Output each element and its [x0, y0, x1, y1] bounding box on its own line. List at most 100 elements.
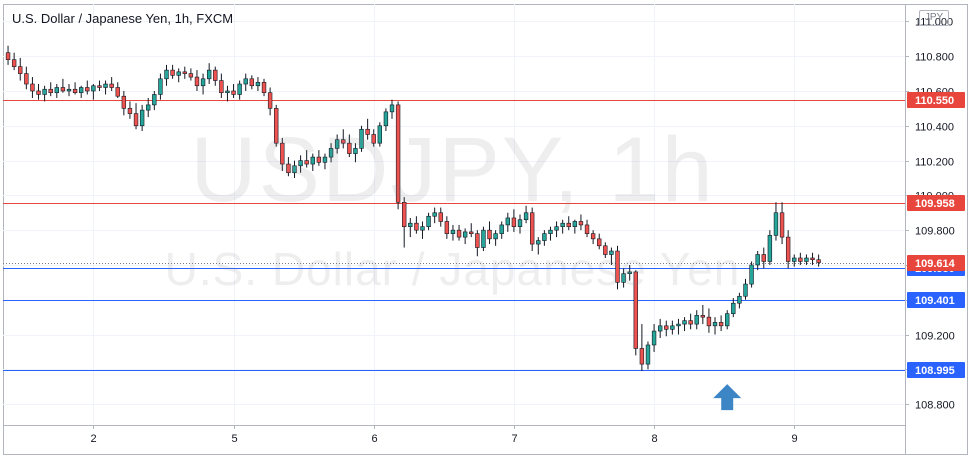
x-tick-label: 9 — [791, 433, 797, 445]
y-tick-label: 110.400 — [915, 122, 954, 134]
candle-body — [188, 73, 194, 78]
candle-body — [60, 87, 66, 92]
candle-body — [347, 142, 352, 154]
candle-body — [322, 156, 328, 163]
candle-body — [292, 165, 297, 174]
candle-body — [267, 92, 273, 109]
x-tick-label: 7 — [511, 433, 517, 445]
candle-body — [30, 83, 35, 92]
candle-body — [11, 59, 17, 67]
candle-body — [621, 273, 626, 283]
candle-body — [554, 226, 559, 231]
candle-body — [548, 229, 553, 234]
candle-body — [182, 71, 187, 74]
candle-body — [66, 88, 72, 92]
candle-body — [91, 85, 96, 92]
candle-body — [109, 83, 114, 88]
candle-body — [72, 88, 78, 94]
candle-body — [194, 76, 200, 87]
candle-body — [462, 231, 468, 238]
candle-body — [18, 66, 23, 74]
candle-body — [481, 229, 486, 248]
candle-body — [785, 236, 791, 262]
candle-body — [688, 320, 693, 325]
candle-body — [164, 69, 169, 80]
candle-body — [97, 85, 102, 88]
candle-body — [694, 315, 699, 325]
candle-body — [36, 90, 41, 95]
candle-body — [584, 224, 590, 234]
candle-body — [792, 257, 797, 262]
candle-body — [298, 160, 303, 167]
candle-body — [249, 78, 255, 87]
candle-body — [395, 104, 401, 203]
candle-body — [627, 271, 632, 274]
candle-body — [499, 224, 504, 234]
candle-body — [389, 104, 395, 113]
price-level-label-bg — [907, 195, 965, 211]
candle-body — [280, 142, 285, 165]
price-level-label: 109.958 — [915, 198, 955, 210]
candle-body — [353, 148, 358, 154]
candle-body — [377, 125, 383, 144]
candle-body — [761, 254, 766, 262]
y-tick-label: 110.200 — [915, 157, 954, 169]
candle-body — [237, 83, 242, 95]
arrow-up-icon — [713, 384, 742, 411]
price-level-label: 108.995 — [915, 365, 955, 377]
candle-body — [304, 160, 309, 165]
price-level-label-bg — [907, 92, 965, 108]
price-level-label: 110.550 — [915, 95, 954, 107]
candle-body — [682, 320, 687, 325]
candle-body — [225, 90, 230, 94]
candle-body — [767, 235, 773, 262]
candle-body — [133, 113, 139, 127]
candle-body — [231, 90, 236, 95]
candle-body — [24, 73, 29, 85]
candle-body — [511, 217, 517, 227]
x-tick-label: 8 — [651, 433, 657, 445]
candle-body — [146, 104, 151, 111]
candle-body — [274, 108, 279, 144]
candle-body — [523, 212, 529, 221]
candle-body — [603, 245, 608, 255]
candle-body — [328, 148, 334, 158]
candle-body — [700, 315, 706, 318]
candle-body — [286, 163, 291, 174]
candle-body — [420, 226, 425, 231]
candle-body — [536, 240, 541, 245]
candle-body — [615, 250, 620, 283]
candle-body — [566, 222, 571, 227]
price-level-label: 109.401 — [915, 295, 955, 307]
watermark-symbol: USDJPY, 1h — [190, 119, 715, 221]
candle-body — [200, 78, 206, 87]
candle-body — [402, 202, 407, 227]
candle-body — [219, 80, 224, 94]
candle-body — [779, 212, 785, 238]
candle-body — [639, 348, 645, 365]
candle-body — [115, 87, 120, 97]
y-tick-label: 109.200 — [915, 331, 955, 343]
candle-body — [359, 128, 364, 149]
candle-body — [529, 212, 535, 245]
candle-body — [755, 254, 760, 266]
candle-body — [121, 95, 127, 109]
candle-body — [651, 330, 657, 346]
candle-body — [804, 257, 809, 262]
candle-body — [42, 88, 47, 95]
candle-body — [590, 233, 596, 240]
candle-body — [170, 69, 175, 76]
candle-body — [810, 257, 815, 261]
candle-body — [712, 322, 718, 327]
candle-body — [432, 212, 437, 217]
candle-body — [371, 134, 376, 144]
watermark-name: U.S. Dollar / Japanese Yen — [164, 243, 741, 295]
candle-body — [572, 221, 578, 227]
candle-body — [560, 222, 565, 227]
price-level-label-bg — [907, 292, 965, 308]
currency-badge[interactable]: JPY — [919, 10, 949, 26]
candle-body — [341, 139, 346, 144]
candle-body — [408, 222, 413, 227]
